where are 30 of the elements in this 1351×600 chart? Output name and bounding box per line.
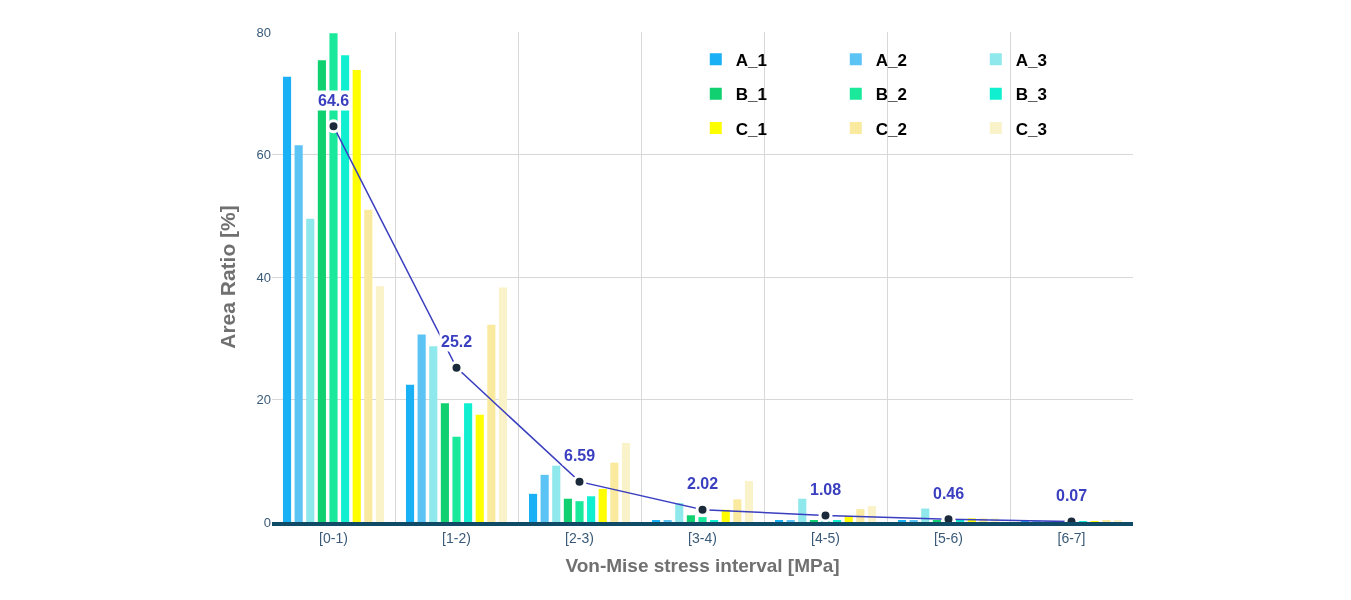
x-tick-label: [6-7] bbox=[1057, 529, 1086, 546]
x-tick-label: [5-6) bbox=[934, 529, 963, 546]
y-tick-label: 60 bbox=[256, 147, 271, 163]
x-tick-label: [3-4) bbox=[688, 529, 717, 546]
legend-label: C_2 bbox=[875, 119, 907, 139]
data-label: 1.08 bbox=[810, 481, 842, 498]
x-tick-label: [0-1) bbox=[319, 529, 348, 546]
x-axis-title: Von-Mise stress interval [MPa] bbox=[565, 555, 840, 577]
y-axis-title: Area Ratio [%] bbox=[215, 205, 239, 349]
data-label: 6.59 bbox=[564, 447, 596, 464]
legend-label: C_3 bbox=[1015, 119, 1047, 139]
data-label: 0.07 bbox=[1056, 487, 1088, 504]
legend-label: A_2 bbox=[875, 50, 907, 70]
x-tick-label: [1-2) bbox=[442, 529, 471, 546]
x-tick-label: [4-5) bbox=[811, 529, 840, 546]
y-tick-label: 0 bbox=[263, 514, 271, 530]
data-label: 0.46 bbox=[933, 485, 965, 502]
legend-label: A_1 bbox=[735, 50, 767, 70]
y-tick-label: 20 bbox=[256, 392, 271, 408]
y-tick-label: 40 bbox=[256, 269, 271, 285]
data-label: 64.6 bbox=[318, 92, 350, 109]
data-label: 25.2 bbox=[441, 333, 473, 350]
legend-label: B_3 bbox=[1015, 85, 1047, 105]
legend-label: A_3 bbox=[1015, 50, 1047, 70]
legend-label: C_1 bbox=[735, 119, 767, 139]
legend-label: B_2 bbox=[875, 85, 907, 105]
x-tick-label: [2-3) bbox=[565, 529, 594, 546]
data-label: 2.02 bbox=[687, 475, 719, 492]
y-tick-label: 80 bbox=[256, 24, 271, 40]
legend-label: B_1 bbox=[735, 85, 767, 105]
